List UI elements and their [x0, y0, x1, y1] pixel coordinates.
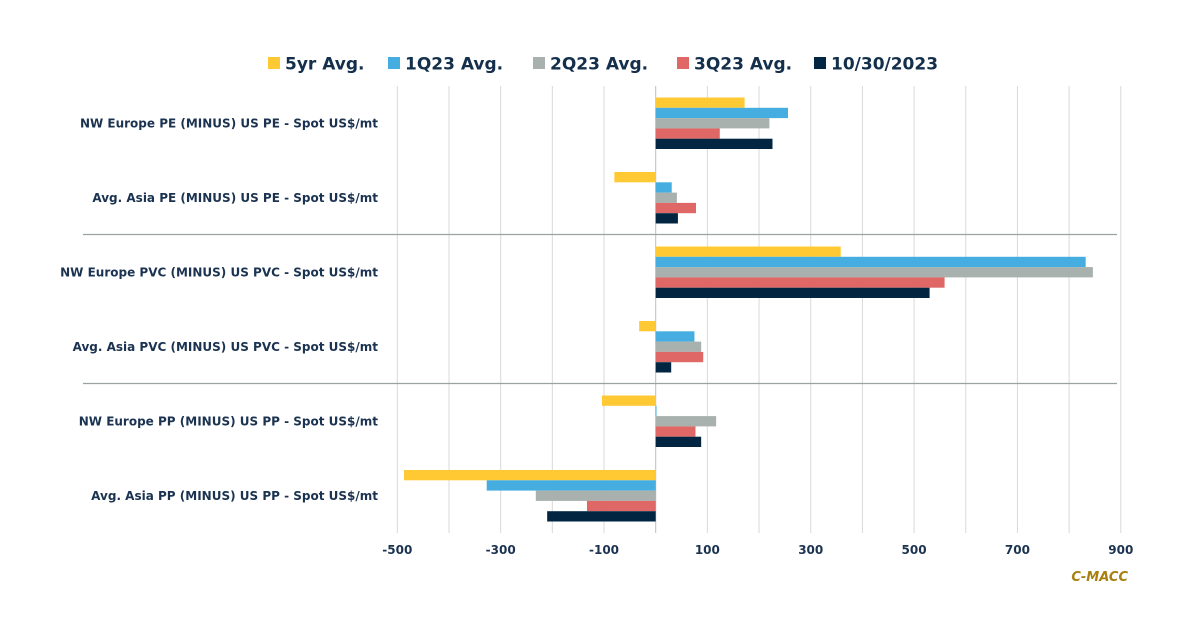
legend-label: 3Q23 Avg.	[694, 55, 792, 75]
bar-10-30-2023-3	[655, 287, 930, 298]
legend-item: 10/30/2023	[814, 55, 938, 75]
legend-label: 2Q23 Avg.	[550, 55, 648, 75]
bar-1q23-avg-5	[655, 405, 657, 417]
x-tick-label: -100	[589, 543, 619, 557]
bar-5yr-avg-2	[614, 172, 656, 183]
bar-10-30-2023-1	[655, 138, 773, 149]
legend-item: 3Q23 Avg.	[677, 55, 792, 75]
bar-2q23-avg-4	[655, 341, 702, 352]
x-tick-label: 100	[695, 543, 720, 557]
bar-10-30-2023-6	[547, 511, 656, 522]
category-label: NW Europe PP (MINUS) US PP - Spot US$/mt	[79, 414, 379, 428]
x-tick-label: -300	[486, 543, 516, 557]
bar-2q23-avg-6	[535, 490, 656, 501]
category-label: Avg. Asia PVC (MINUS) US PVC - Spot US$/…	[73, 340, 379, 354]
bar-2q23-avg-2	[655, 192, 677, 203]
bar-3q23-avg-6	[586, 500, 656, 512]
bar-5yr-avg-1	[655, 97, 745, 108]
legend-item: 2Q23 Avg.	[533, 55, 648, 75]
category-label: Avg. Asia PE (MINUS) US PE - Spot US$/mt	[92, 191, 378, 205]
bar-5yr-avg-6	[404, 470, 656, 481]
group-separators	[83, 233, 1117, 385]
bar-1q23-avg-3	[655, 256, 1086, 268]
bar-3q23-avg-5	[655, 426, 696, 437]
x-tick-label: 500	[902, 543, 927, 557]
bar-1q23-avg-4	[655, 331, 695, 342]
legend-label: 5yr Avg.	[285, 55, 364, 75]
legend-swatch	[388, 57, 400, 69]
legend-swatch	[677, 57, 689, 69]
bar-5yr-avg-4	[639, 321, 656, 332]
bar-3q23-avg-3	[655, 277, 945, 288]
legend-item: 1Q23 Avg.	[388, 55, 503, 75]
bar-3q23-avg-4	[655, 351, 704, 363]
legend: 5yr Avg. 1Q23 Avg. 2Q23 Avg. 3Q23 Avg. 10/30…	[268, 55, 938, 75]
gridlines	[396, 86, 1122, 533]
x-tick-label: -500	[382, 543, 412, 557]
bar-3q23-avg-2	[655, 202, 697, 214]
bar-2q23-avg-1	[655, 118, 770, 129]
legend-item: 5yr Avg.	[268, 55, 364, 75]
bar-2q23-avg-3	[655, 267, 1093, 278]
source-label: C-MACC	[1071, 570, 1128, 585]
bar-10-30-2023-4	[655, 362, 672, 373]
legend-label: 1Q23 Avg.	[405, 55, 503, 75]
x-tick-label: 700	[1005, 543, 1030, 557]
category-labels: NW Europe PE (MINUS) US PE - Spot US$/mt…	[60, 116, 378, 503]
bar-3q23-avg-1	[655, 128, 720, 139]
bar-5yr-avg-5	[601, 395, 656, 406]
legend-swatch	[533, 57, 545, 69]
legend-swatch	[814, 57, 826, 69]
legend-label: 10/30/2023	[831, 55, 938, 75]
x-tick-label: 300	[798, 543, 823, 557]
category-label: Avg. Asia PP (MINUS) US PP - Spot US$/mt	[91, 489, 378, 503]
x-axis-tick-labels: -500 -300 -100 100 300 500 700 900	[382, 543, 1133, 557]
bar-1q23-avg-1	[655, 107, 788, 119]
x-tick-label: 900	[1108, 543, 1133, 557]
bar-1q23-avg-6	[486, 480, 656, 491]
category-label: NW Europe PE (MINUS) US PE - Spot US$/mt	[80, 116, 378, 130]
category-label: NW Europe PVC (MINUS) US PVC - Spot US$/…	[60, 265, 378, 279]
bars	[404, 97, 1093, 522]
bar-5yr-avg-3	[655, 246, 841, 257]
bar-10-30-2023-5	[655, 436, 702, 447]
bar-2q23-avg-5	[655, 416, 717, 427]
bar-1q23-avg-2	[655, 182, 672, 193]
legend-swatch	[268, 57, 280, 69]
bar-10-30-2023-2	[655, 213, 678, 224]
